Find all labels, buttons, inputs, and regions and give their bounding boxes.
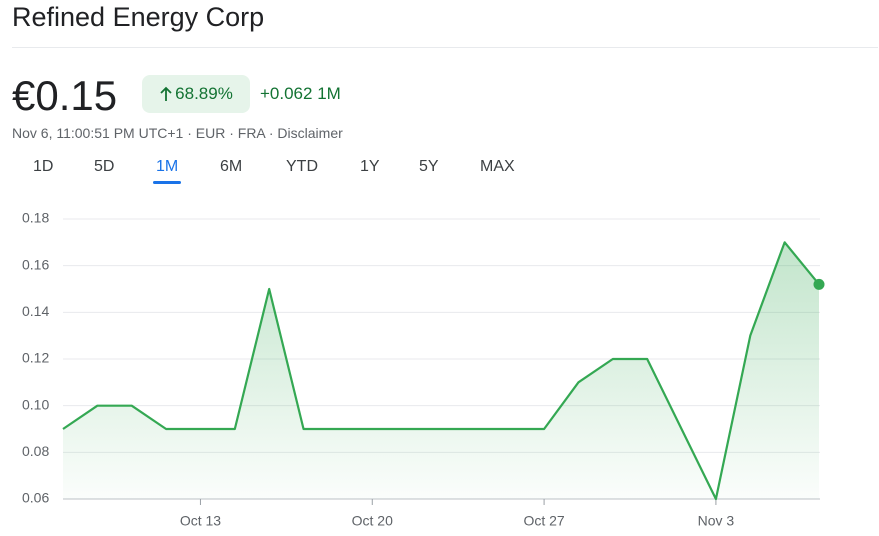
x-tick-label: Oct 27 [523,513,564,529]
price: €0.15 [12,72,118,119]
y-tick-label: 0.08 [22,443,49,459]
range-tab[interactable]: MAX [480,158,515,175]
area [63,242,819,500]
range-tab[interactable]: 5D [94,158,115,175]
x-tick-label: Oct 20 [352,513,393,529]
line [62,241,820,501]
change-badge: 68.89% [142,75,250,113]
divider [12,47,878,48]
y-tick-label: 0.10 [22,396,49,412]
x-tick-label: Oct 13 [180,513,221,529]
meta: Nov 6, 11:00:51 PM UTC+1 · EUR · FRA · D… [12,125,343,141]
range-tab[interactable]: 1M [156,158,179,175]
y-tick-label: 0.18 [22,210,49,226]
range-tab[interactable]: 1Y [360,158,380,175]
range-tab[interactable]: 1D [33,158,54,175]
y-tick-label: 0.16 [22,256,49,272]
x-tick-label: Nov 3 [698,513,735,529]
title: Refined Energy Corp [12,2,265,32]
change-percent: 68.89% [175,84,233,103]
range-tab[interactable]: 6M [220,158,243,175]
y-tick-label: 0.14 [22,303,49,319]
y-tick-label: 0.06 [22,490,49,506]
tab-underline [153,181,181,184]
y-tick-label: 0.12 [22,350,49,366]
range-tab[interactable]: 5Y [419,158,439,175]
range-tab[interactable]: YTD [286,158,318,175]
last-point [813,278,825,290]
change-abs: +0.062 1M [260,84,341,103]
up-arrow [160,86,172,101]
